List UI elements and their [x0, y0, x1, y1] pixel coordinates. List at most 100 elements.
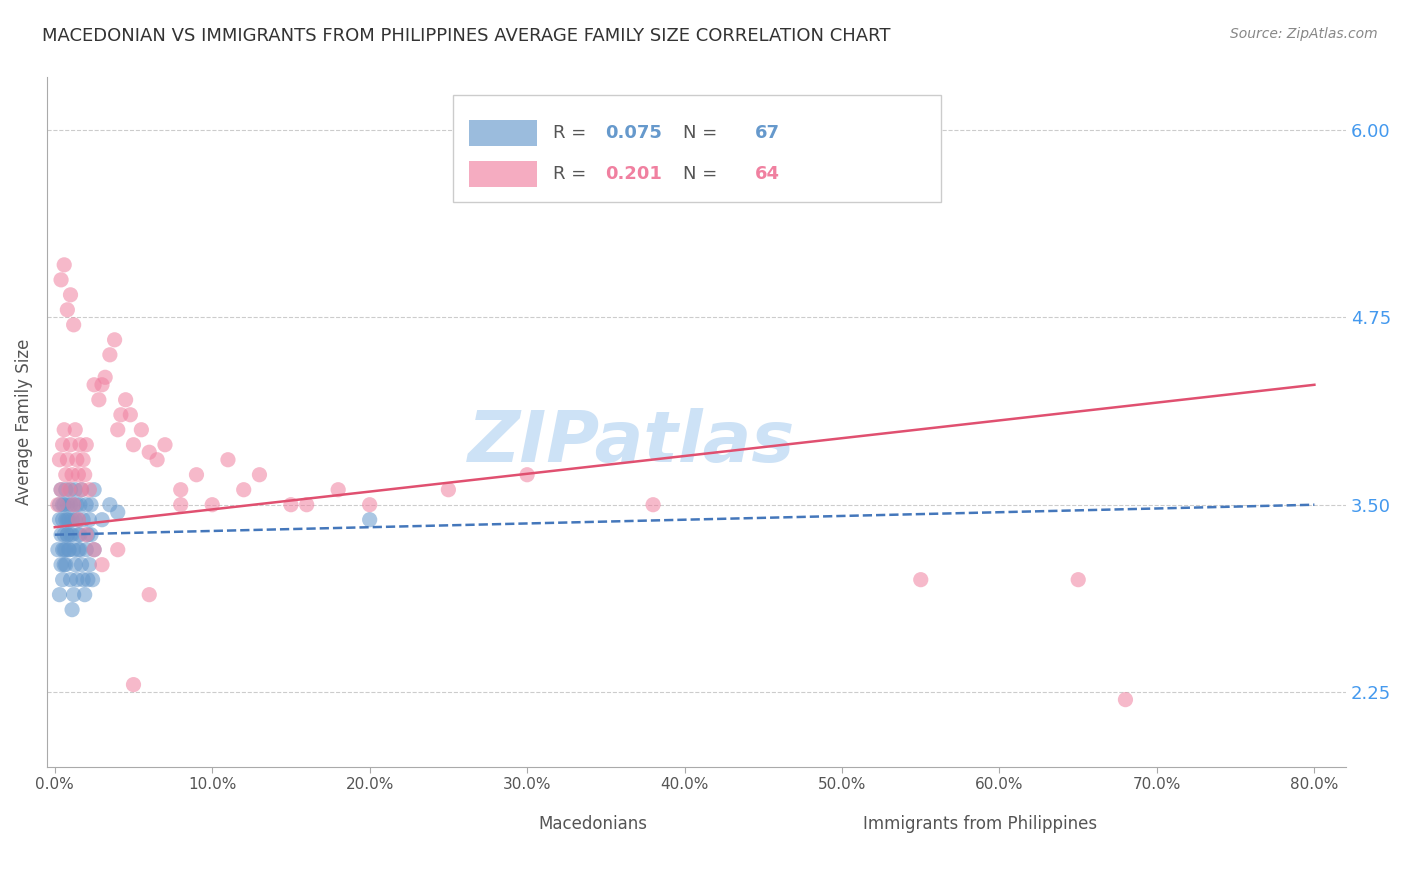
- Point: [83, 483, 105, 497]
- Point: [67, 467, 90, 482]
- Point: [67, 513, 90, 527]
- FancyBboxPatch shape: [470, 161, 537, 187]
- Point: [910, 573, 932, 587]
- Point: [72, 513, 94, 527]
- Point: [122, 678, 145, 692]
- Point: [53, 423, 76, 437]
- Text: Macedonians: Macedonians: [538, 814, 647, 832]
- Point: [58, 483, 80, 497]
- Point: [52, 542, 75, 557]
- Point: [1067, 573, 1090, 587]
- Point: [59, 527, 82, 541]
- Point: [55, 467, 77, 482]
- Point: [60, 467, 83, 482]
- Point: [70, 558, 93, 572]
- Point: [80, 527, 103, 541]
- Point: [91, 377, 114, 392]
- Point: [56, 302, 79, 317]
- Text: Source: ZipAtlas.com: Source: ZipAtlas.com: [1230, 27, 1378, 41]
- Point: [170, 483, 193, 497]
- FancyBboxPatch shape: [780, 813, 852, 835]
- Text: N =: N =: [683, 124, 724, 142]
- Point: [58, 542, 80, 557]
- Text: MACEDONIAN VS IMMIGRANTS FROM PHILIPPINES AVERAGE FAMILY SIZE CORRELATION CHART: MACEDONIAN VS IMMIGRANTS FROM PHILIPPINE…: [42, 27, 890, 45]
- Point: [138, 588, 160, 602]
- Point: [55, 483, 77, 497]
- Point: [107, 505, 129, 519]
- Point: [120, 408, 142, 422]
- Point: [153, 438, 176, 452]
- Point: [73, 467, 96, 482]
- Point: [59, 438, 82, 452]
- Point: [55, 558, 77, 572]
- Text: 0.201: 0.201: [606, 165, 662, 183]
- Point: [72, 452, 94, 467]
- Point: [359, 498, 381, 512]
- Point: [60, 513, 83, 527]
- Point: [65, 513, 87, 527]
- Point: [59, 483, 82, 497]
- FancyBboxPatch shape: [470, 120, 537, 145]
- Text: R =: R =: [554, 165, 592, 183]
- Point: [56, 513, 79, 527]
- Point: [70, 483, 93, 497]
- Point: [56, 498, 79, 512]
- Point: [58, 513, 80, 527]
- Point: [59, 288, 82, 302]
- Point: [516, 467, 538, 482]
- Point: [69, 527, 91, 541]
- Point: [52, 438, 75, 452]
- Point: [53, 258, 76, 272]
- Point: [66, 498, 89, 512]
- Point: [59, 498, 82, 512]
- Point: [79, 558, 101, 572]
- Point: [52, 498, 75, 512]
- Point: [170, 498, 193, 512]
- Point: [65, 558, 87, 572]
- Point: [91, 513, 114, 527]
- Point: [49, 483, 72, 497]
- Point: [69, 542, 91, 557]
- Point: [53, 498, 76, 512]
- Point: [59, 573, 82, 587]
- Point: [232, 483, 254, 497]
- Point: [83, 542, 105, 557]
- FancyBboxPatch shape: [454, 95, 941, 202]
- Point: [328, 483, 350, 497]
- Point: [62, 318, 84, 332]
- Point: [643, 498, 665, 512]
- Point: [62, 542, 84, 557]
- Point: [217, 452, 239, 467]
- Point: [186, 467, 208, 482]
- Point: [1114, 692, 1136, 706]
- Text: 64: 64: [755, 165, 780, 183]
- Point: [49, 483, 72, 497]
- Point: [55, 513, 77, 527]
- Point: [82, 573, 104, 587]
- Point: [49, 273, 72, 287]
- Point: [131, 423, 153, 437]
- Text: 67: 67: [755, 124, 780, 142]
- Point: [66, 452, 89, 467]
- Point: [48, 452, 70, 467]
- Point: [62, 498, 84, 512]
- Point: [52, 513, 75, 527]
- Point: [66, 573, 89, 587]
- Point: [49, 558, 72, 572]
- Point: [53, 527, 76, 541]
- Point: [146, 452, 169, 467]
- Point: [114, 392, 136, 407]
- Point: [280, 498, 302, 512]
- Point: [76, 527, 98, 541]
- Point: [53, 542, 76, 557]
- Point: [56, 527, 79, 541]
- Point: [75, 438, 97, 452]
- Point: [79, 513, 101, 527]
- Point: [62, 498, 84, 512]
- Point: [98, 348, 121, 362]
- Point: [46, 498, 69, 512]
- Point: [56, 452, 79, 467]
- Point: [69, 438, 91, 452]
- Point: [110, 408, 132, 422]
- Point: [56, 527, 79, 541]
